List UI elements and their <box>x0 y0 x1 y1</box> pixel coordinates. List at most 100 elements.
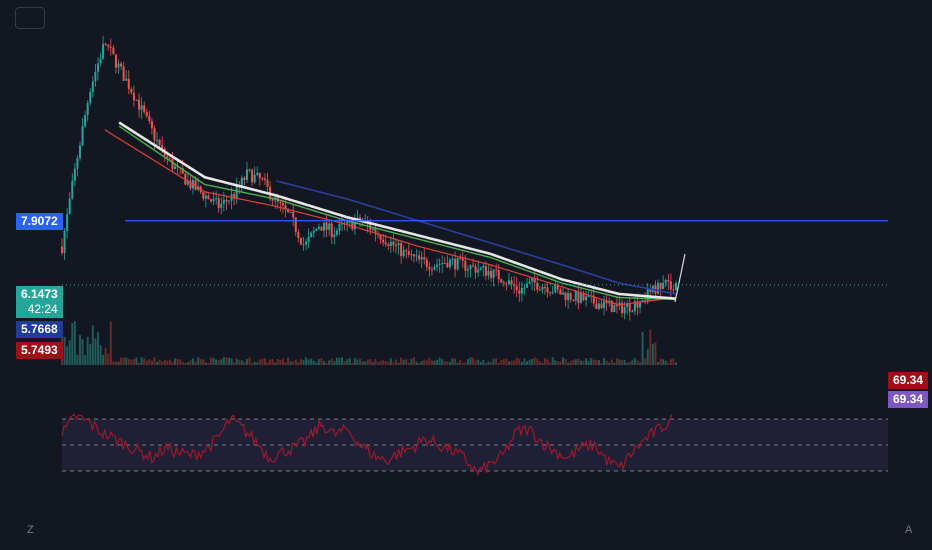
volume-bar <box>508 361 511 365</box>
candle-body <box>66 213 69 232</box>
auto-scale-toggle[interactable]: A <box>905 524 913 536</box>
volume-bar <box>335 357 338 365</box>
volume-bar <box>446 361 449 365</box>
volume-bar <box>618 359 621 365</box>
volume-bar <box>497 362 500 365</box>
candle-body <box>333 234 336 238</box>
volume-bar <box>664 360 667 365</box>
candle-body <box>302 244 305 246</box>
volume-bar <box>402 359 405 365</box>
volume-bar <box>305 357 308 365</box>
candle-body <box>538 289 541 291</box>
volume-bar <box>525 361 528 365</box>
candle-body <box>204 195 207 199</box>
volume-bar <box>217 360 220 365</box>
candle-body <box>253 174 256 183</box>
volume-bar <box>302 359 305 365</box>
volume-bar <box>423 359 426 365</box>
candle-body <box>505 283 508 285</box>
volume-bar <box>392 362 395 365</box>
volume-bar <box>274 362 277 365</box>
volume-bar <box>225 357 228 365</box>
volume-bar <box>181 362 184 365</box>
trend-line[interactable] <box>674 253 686 303</box>
candle-body <box>387 244 390 247</box>
volume-bar <box>73 321 76 365</box>
volume-bar <box>261 358 264 365</box>
volume-bar <box>269 359 272 365</box>
volume-bar <box>436 359 439 365</box>
volume-bar <box>379 360 382 365</box>
price-label-current: 6.1473 42:24 <box>16 286 63 318</box>
zoom-toggle[interactable]: Z <box>27 524 34 536</box>
candle-body <box>592 295 595 304</box>
candle-body <box>222 199 225 204</box>
candle-body <box>675 283 677 290</box>
volume-bar <box>585 358 588 365</box>
candle-body <box>392 241 395 246</box>
candle-body <box>551 292 554 294</box>
volume-bar <box>323 361 326 365</box>
volume-bar <box>299 359 302 365</box>
candle-body <box>472 265 475 267</box>
volume-bar <box>220 359 223 365</box>
volume-bar <box>374 359 377 365</box>
candle-body <box>240 177 243 186</box>
candle-body <box>212 198 215 202</box>
volume-bar <box>608 362 611 365</box>
volume-bar <box>672 358 675 365</box>
candle-body <box>84 115 87 127</box>
volume-bar <box>579 360 582 365</box>
volume-bar <box>102 354 105 365</box>
candle-body <box>492 269 495 278</box>
volume-bar <box>667 362 670 365</box>
candle-body <box>207 195 210 200</box>
volume-bar <box>479 361 482 365</box>
volume-bar <box>495 357 498 365</box>
ma-line-2 <box>118 125 677 301</box>
volume-bar <box>150 360 153 365</box>
volume-bar <box>472 357 475 365</box>
volume-bar <box>500 359 503 365</box>
volume-bar <box>320 357 323 365</box>
volume-bar <box>238 359 241 365</box>
candle-body <box>554 285 557 293</box>
volume-bar <box>621 359 624 365</box>
candle-body <box>68 198 71 214</box>
candle-body <box>233 194 236 199</box>
candle-body <box>415 255 418 257</box>
volume-bar <box>600 362 603 365</box>
volume-bar <box>538 361 541 365</box>
volume-bar <box>528 359 531 365</box>
candle-body <box>628 303 631 312</box>
volume-bar <box>459 359 462 365</box>
volume-bar <box>114 361 117 365</box>
volume-bar <box>186 362 189 365</box>
candle-body <box>407 251 410 255</box>
volume-bar <box>633 357 636 365</box>
volume-bar <box>235 358 238 365</box>
candle-body <box>477 269 480 273</box>
volume-bar <box>605 360 608 365</box>
candle-body <box>143 105 146 113</box>
candle-body <box>73 168 76 181</box>
volume-bar <box>636 360 639 365</box>
candle-body <box>161 145 164 149</box>
volume-bar <box>559 361 562 365</box>
candle-body <box>531 278 534 282</box>
candle-body <box>210 199 213 202</box>
candle-body <box>454 259 457 270</box>
volume-bar <box>189 360 192 365</box>
chart-menu-button[interactable] <box>15 7 45 29</box>
candle-body <box>515 285 518 291</box>
volume-bar <box>317 359 320 365</box>
volume-bar <box>487 361 490 365</box>
volume-bar <box>348 358 351 365</box>
candle-body <box>127 78 130 90</box>
volume-bar <box>210 357 213 365</box>
candle-body <box>597 303 600 309</box>
candle-body <box>482 265 485 268</box>
volume-bar <box>156 361 159 365</box>
candle-body <box>112 47 115 55</box>
